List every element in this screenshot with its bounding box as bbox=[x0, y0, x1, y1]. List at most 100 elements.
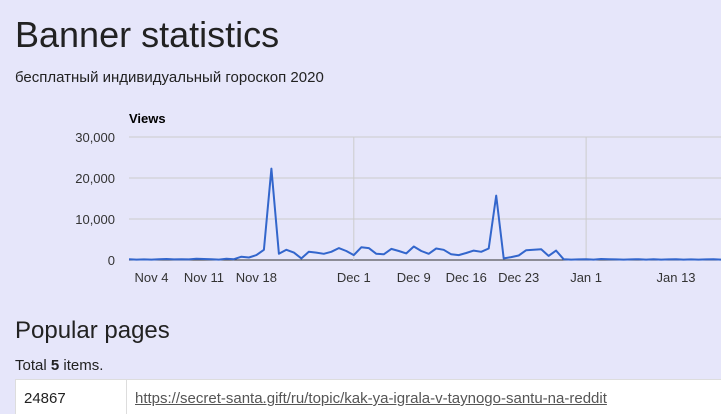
data-point[interactable] bbox=[554, 249, 558, 253]
view-count-cell: 24867 bbox=[15, 379, 127, 414]
data-point[interactable] bbox=[479, 250, 483, 254]
popular-pages-heading: Popular pages bbox=[15, 317, 170, 344]
data-point[interactable] bbox=[532, 248, 536, 252]
data-point[interactable] bbox=[659, 258, 663, 262]
data-point[interactable] bbox=[607, 257, 611, 261]
data-point[interactable] bbox=[562, 257, 566, 261]
series-layer bbox=[127, 167, 721, 262]
data-point[interactable] bbox=[419, 249, 423, 253]
data-point[interactable] bbox=[239, 255, 243, 259]
data-point[interactable] bbox=[494, 194, 498, 198]
data-point[interactable] bbox=[254, 253, 258, 257]
data-point[interactable] bbox=[674, 257, 678, 261]
x-tick-label: Nov 11 bbox=[184, 270, 224, 285]
data-point[interactable] bbox=[577, 257, 581, 261]
data-point[interactable] bbox=[172, 257, 176, 261]
data-point[interactable] bbox=[599, 257, 603, 261]
data-point[interactable] bbox=[269, 167, 273, 171]
page-title: Banner statistics bbox=[15, 14, 280, 55]
x-tick-label: Jan 13 bbox=[657, 270, 696, 285]
data-point[interactable] bbox=[299, 256, 303, 260]
data-point[interactable] bbox=[337, 246, 341, 250]
data-point[interactable] bbox=[509, 255, 513, 259]
data-point[interactable] bbox=[262, 248, 266, 252]
data-point[interactable] bbox=[629, 257, 633, 261]
data-point[interactable] bbox=[704, 257, 708, 261]
x-tick-label: Jan 1 bbox=[570, 270, 602, 285]
x-tick-label: Nov 4 bbox=[134, 270, 168, 285]
url-cell: https://secret-santa.gift/ru/topic/kak-y… bbox=[126, 379, 721, 414]
data-point[interactable] bbox=[502, 256, 506, 260]
data-point[interactable] bbox=[412, 244, 416, 248]
data-point[interactable] bbox=[247, 256, 251, 260]
data-point[interactable] bbox=[344, 249, 348, 253]
data-point[interactable] bbox=[434, 247, 438, 251]
data-point[interactable] bbox=[374, 252, 378, 256]
data-point[interactable] bbox=[142, 257, 146, 261]
data-point[interactable] bbox=[689, 257, 693, 261]
data-point[interactable] bbox=[322, 252, 326, 256]
data-point[interactable] bbox=[217, 258, 221, 262]
data-point[interactable] bbox=[442, 248, 446, 252]
data-point[interactable] bbox=[149, 258, 153, 262]
data-point[interactable] bbox=[517, 253, 521, 257]
data-point[interactable] bbox=[359, 245, 363, 249]
data-point[interactable] bbox=[667, 257, 671, 261]
data-point[interactable] bbox=[194, 257, 198, 261]
data-point[interactable] bbox=[352, 253, 356, 257]
data-point[interactable] bbox=[644, 258, 648, 262]
data-point[interactable] bbox=[187, 257, 191, 261]
data-point[interactable] bbox=[224, 257, 228, 261]
popular-pages-table: 24867 https://secret-santa.gift/ru/topic… bbox=[15, 379, 721, 414]
data-point[interactable] bbox=[569, 258, 573, 262]
data-point[interactable] bbox=[637, 257, 641, 261]
data-point[interactable] bbox=[314, 251, 318, 255]
data-point[interactable] bbox=[284, 248, 288, 252]
x-tick-label: Dec 16 bbox=[446, 270, 487, 285]
data-point[interactable] bbox=[427, 252, 431, 256]
data-point[interactable] bbox=[397, 249, 401, 253]
data-point[interactable] bbox=[682, 258, 686, 262]
data-point[interactable] bbox=[524, 248, 528, 252]
data-point[interactable] bbox=[367, 246, 371, 250]
page-link[interactable]: https://secret-santa.gift/ru/topic/kak-y… bbox=[135, 390, 607, 407]
data-point[interactable] bbox=[232, 257, 236, 261]
y-tick-label: 0 bbox=[108, 253, 115, 268]
data-point[interactable] bbox=[712, 257, 716, 261]
x-tick-label: Dec 1 bbox=[337, 270, 371, 285]
table-row: 24867 https://secret-santa.gift/ru/topic… bbox=[15, 379, 721, 414]
x-tick-label: Nov 18 bbox=[236, 270, 277, 285]
data-point[interactable] bbox=[382, 252, 386, 256]
data-point[interactable] bbox=[652, 257, 656, 261]
data-point[interactable] bbox=[487, 247, 491, 251]
data-point[interactable] bbox=[547, 254, 551, 258]
data-point[interactable] bbox=[457, 253, 461, 257]
data-point[interactable] bbox=[697, 258, 701, 262]
data-point[interactable] bbox=[464, 251, 468, 255]
data-point[interactable] bbox=[127, 257, 131, 261]
data-point[interactable] bbox=[614, 257, 618, 261]
data-point[interactable] bbox=[307, 250, 311, 254]
total-count: 5 bbox=[50, 357, 60, 374]
data-point[interactable] bbox=[472, 249, 476, 253]
data-point[interactable] bbox=[292, 251, 296, 255]
data-point[interactable] bbox=[277, 252, 281, 256]
data-point[interactable] bbox=[404, 251, 408, 255]
data-point[interactable] bbox=[592, 258, 596, 262]
data-point[interactable] bbox=[164, 257, 168, 261]
data-point[interactable] bbox=[134, 258, 138, 262]
y-tick-label: 30,000 bbox=[75, 130, 115, 145]
data-point[interactable] bbox=[584, 257, 588, 261]
data-point[interactable] bbox=[179, 257, 183, 261]
y-tick-label: 20,000 bbox=[75, 171, 115, 186]
data-point[interactable] bbox=[329, 250, 333, 254]
data-point[interactable] bbox=[209, 257, 213, 261]
data-point[interactable] bbox=[449, 252, 453, 256]
chart-grid bbox=[129, 136, 721, 261]
data-point[interactable] bbox=[539, 247, 543, 251]
data-point[interactable] bbox=[389, 247, 393, 251]
data-point[interactable] bbox=[157, 257, 161, 261]
data-point[interactable] bbox=[202, 257, 206, 261]
data-point[interactable] bbox=[622, 258, 626, 262]
